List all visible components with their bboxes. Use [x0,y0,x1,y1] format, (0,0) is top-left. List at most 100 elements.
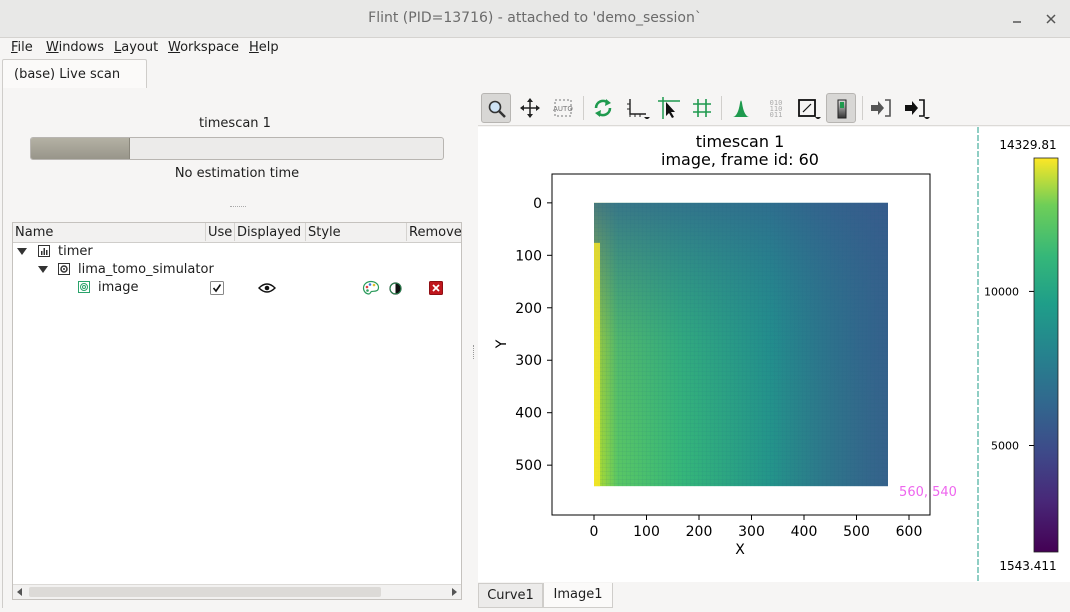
peak-button[interactable] [726,93,756,123]
menu-windows[interactable]: Windows [46,40,105,55]
expand-arrow-icon[interactable] [38,266,48,273]
main-splitter[interactable] [471,90,477,610]
eye-icon[interactable] [258,282,276,294]
cursor-button[interactable] [654,93,684,123]
x-tick-label: 0 [590,524,599,540]
chart-icon [38,245,50,257]
y-tick-label: 100 [515,248,542,264]
plot-tabs: Curve1 Image1 [478,582,1070,610]
image-icon [78,281,90,293]
svg-text:010: 010 [770,99,783,107]
expand-arrow-icon[interactable] [17,248,27,255]
autoscale-button[interactable]: AUTO [548,93,578,123]
svg-text:011: 011 [770,111,783,119]
x-tick-label: 200 [686,524,713,540]
axes-icon [627,99,650,119]
export-icon [905,99,930,119]
column-name[interactable]: Name [13,223,206,241]
close-icon [1046,14,1056,24]
column-remove[interactable]: Remove [409,225,462,240]
peak-icon [733,100,749,117]
refresh-button[interactable] [588,93,618,123]
tree-header: Name Use Displayed Style Remove [13,223,462,243]
colorbar-tick-label: 10000 [984,285,1019,298]
colorbar-tick-label: 5000 [991,439,1019,452]
binary-button[interactable]: 010 110 011 [760,93,790,123]
scan-progress-bar [30,137,444,160]
x-tick-label: 100 [633,524,660,540]
y-tick-label: 400 [515,406,542,422]
import-icon [871,99,891,117]
menu-bar: File Windows Layout Workspace Help [0,38,1070,58]
column-style[interactable]: Style [306,223,407,241]
column-use[interactable]: Use [206,223,235,241]
y-tick-label: 200 [515,301,542,317]
aspect-ratio-button[interactable] [793,93,823,123]
aspect-icon [798,99,821,119]
minimize-icon [1013,21,1021,23]
tree-label-lima-tomo-simulator: lima_tomo_simulator [78,262,214,277]
tree-row-image[interactable]: image [13,279,461,297]
tree-label-timer: timer [58,244,93,259]
close-window-button[interactable] [1040,8,1062,30]
colorbar-min-label: 1543.411 [999,559,1056,573]
image-plot[interactable]: timescan 1 image, frame id: 60 0 100 200 30… [478,127,1070,582]
plot-toolbar: AUTO 010 110 01 [478,90,1070,126]
colorbar-icon [837,99,847,119]
cursor-icon [658,97,680,119]
minimize-button[interactable] [1006,8,1028,30]
zoom-button[interactable] [481,93,511,123]
refresh-icon [594,99,612,117]
axes-options-button[interactable] [622,93,652,123]
pan-button[interactable] [515,93,545,123]
autoscale-icon: AUTO [553,99,573,117]
tab-live-scan-label: (base) Live scan [14,67,121,82]
colorbar-button[interactable] [826,93,856,123]
grid-icon [693,99,711,117]
menu-workspace[interactable]: Workspace [168,40,240,55]
contrast-icon[interactable] [389,282,402,295]
scan-progress-fill [31,138,130,159]
panel-splitter[interactable] [230,206,246,210]
x-axis: 0 100 200 300 400 500 600 [590,515,922,540]
menu-file[interactable]: File [11,40,33,55]
tab-live-scan[interactable]: (base) Live scan [2,59,147,89]
scrollbar-thumb[interactable] [29,587,381,597]
plot-items-tree: Name Use Displayed Style Remove timer li… [12,222,462,600]
palette-icon[interactable] [362,280,380,296]
window-title: Flint (PID=13716) - attached to 'demo_se… [368,10,702,26]
x-tick-label: 500 [843,524,870,540]
tree-row-timer[interactable]: timer [13,243,461,261]
tab-curve1[interactable]: Curve1 [478,583,543,608]
colorbar-gradient [1033,157,1059,553]
grid-button[interactable] [687,93,717,123]
use-checkbox[interactable] [210,281,224,295]
export-button[interactable] [900,93,930,123]
scroll-left-icon[interactable] [16,588,24,596]
menu-layout[interactable]: Layout [114,40,159,55]
svg-text:AUTO: AUTO [553,105,573,113]
tree-horizontal-scrollbar[interactable] [13,584,461,599]
tab-image1[interactable]: Image1 [543,583,613,608]
zoom-icon [488,100,506,118]
colorbar-ticks: 10000 5000 [984,285,1034,452]
pan-icon [520,98,540,118]
tree-label-image: image [98,280,139,295]
estimation-time: No estimation time [174,166,300,181]
x-axis-label: X [735,542,745,558]
device-icon [58,263,70,275]
plot-subtitle: image, frame id: 60 [661,150,819,169]
scroll-right-icon[interactable] [450,588,458,596]
image-texture [594,202,888,487]
svg-text:110: 110 [770,105,783,113]
column-displayed[interactable]: Displayed [235,223,306,241]
image-size-label: 560, 540 [899,485,957,500]
remove-icon[interactable] [429,281,443,295]
y-axis-label: Y [494,339,510,349]
tree-row-lima-tomo-simulator[interactable]: lima_tomo_simulator [13,261,461,279]
y-axis: 0 100 200 300 400 500 [515,196,552,474]
import-button[interactable] [866,93,896,123]
window-titlebar: Flint (PID=13716) - attached to 'demo_se… [0,0,1070,38]
menu-help[interactable]: Help [249,40,279,55]
plot-canvas[interactable]: timescan 1 image, frame id: 60 0 100 200 30… [478,127,1070,582]
